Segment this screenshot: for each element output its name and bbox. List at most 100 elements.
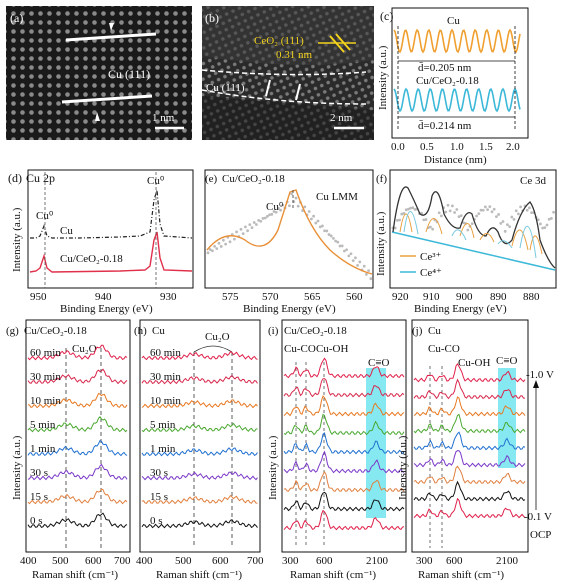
scatter-point (244, 225, 247, 229)
i-tick-0: 300 (282, 555, 299, 567)
scatter-point (466, 228, 470, 232)
scatter-point (307, 210, 311, 213)
time-label: 15 s (150, 491, 168, 503)
scatter-point (550, 216, 553, 220)
raman-trace (141, 447, 258, 457)
scatter-point (272, 210, 276, 213)
scatter-point (310, 217, 313, 221)
scatter-point (413, 208, 417, 211)
d-tick-2: 930 (160, 291, 177, 303)
scatter-point (506, 223, 509, 227)
panel-c-bottom-label: Cu/CeO₂-0.18 (416, 75, 479, 87)
scatter-point (409, 206, 412, 210)
plot-frame-h (139, 319, 261, 553)
raman-trace (141, 422, 258, 433)
scatter-point (345, 248, 348, 252)
scatter-point (459, 214, 463, 218)
panel-e-xlabel: Binding Energy (eV) (243, 303, 336, 315)
scatter-point (248, 223, 252, 227)
scatter-point (543, 226, 547, 230)
j-v-mid: -0.1 V (524, 511, 552, 523)
panel-a-label: Cu (111) (108, 67, 150, 81)
panel-h-xlabel: Raman shift (cm⁻¹) (156, 569, 242, 581)
scatter-point (206, 251, 210, 255)
c-tick-0: 0.0 (391, 141, 405, 153)
scatter-point (503, 229, 507, 233)
scatter-point (274, 210, 278, 214)
spectrum-cu-2p (30, 189, 193, 239)
scatter-point (501, 220, 505, 223)
scatter-point (349, 252, 353, 256)
panel-f-xlabel: Binding Energy (eV) (414, 303, 507, 315)
g-tick-2: 600 (85, 555, 102, 567)
scatter-point (358, 260, 362, 264)
scatter-point (211, 249, 214, 253)
raman-trace (141, 399, 258, 409)
d-cu0-right: Cu⁰ (147, 175, 165, 187)
scatter-point (497, 213, 500, 216)
j-cuco: Cu-CO (428, 343, 460, 355)
panel-d-xlabel: Binding Energy (eV) (60, 303, 153, 315)
raman-trace (283, 491, 405, 512)
c-tick-2: 1.0 (450, 141, 464, 153)
panel-j-ylabel: Intensity (a.u.) (397, 435, 409, 500)
time-label: 60 min (30, 347, 61, 359)
scalebar-b-label: 2 nm (330, 112, 353, 124)
panel-i: (i) Cu/CeO₂-0.18 Intensity (a.u.) Cu-CO … (267, 319, 407, 581)
raman-trace (413, 396, 526, 417)
raman-trace (27, 463, 128, 481)
raman-trace (283, 432, 405, 455)
raman-trace (141, 471, 258, 481)
f-tick-2: 900 (456, 291, 473, 303)
g-tick-3: 700 (114, 555, 131, 567)
time-label: 15 s (30, 491, 48, 503)
j-v-top: -1.0 V (526, 369, 554, 381)
scatter-point (268, 213, 271, 217)
scatter-point (323, 229, 326, 233)
panel-j-title: Cu (428, 325, 441, 337)
scatter-point (429, 225, 432, 229)
scatter-point (270, 212, 274, 216)
time-label: 30 min (30, 371, 61, 383)
scatter-point (208, 248, 212, 251)
scatter-point (316, 219, 320, 223)
scatter-point (266, 214, 269, 218)
scatter-point (239, 227, 243, 231)
panel-c: (c) Intensity (a.u.) Cu d̄=0.205 nm Cu/C… (377, 7, 529, 166)
panel-g-title: Cu/CeO₂-0.18 (24, 325, 87, 337)
scatter-point (552, 210, 555, 214)
scatter-point (519, 205, 522, 209)
raman-series-i (283, 357, 405, 531)
scatter-point (362, 264, 366, 268)
scatter-point (354, 256, 357, 260)
scatter-point (215, 247, 219, 251)
plot-frame-f (389, 169, 557, 289)
arrow-down-icon (109, 23, 114, 31)
scatter-point (444, 210, 448, 214)
scatter-point (457, 215, 461, 219)
scatter-point (437, 211, 441, 215)
scatter-point (512, 218, 516, 221)
scatter-point (530, 211, 533, 215)
j-tick-0: 300 (416, 555, 433, 567)
time-label: 0 s (30, 515, 43, 527)
raman-series-h (141, 350, 258, 529)
time-label: 30 min (150, 371, 181, 383)
raman-trace (27, 416, 128, 433)
raman-trace (283, 471, 405, 493)
j-v-bottom: OCP (530, 529, 551, 541)
raman-trace (413, 480, 526, 502)
scatter-point (545, 223, 549, 227)
e-tick-2: 565 (304, 291, 321, 303)
panel-j: (j) Cu Intensity (a.u.) Cu-CO Cu-OH C≡O … (397, 319, 554, 581)
scatter-point (241, 232, 245, 236)
arrow-up-icon (533, 380, 539, 388)
time-label: 1 min (30, 443, 56, 455)
scatter-point (222, 238, 225, 242)
i-cuoh: Cu-OH (316, 343, 348, 355)
profile-cu (393, 28, 521, 54)
scatter-point (422, 218, 426, 222)
scatter-point (536, 218, 540, 222)
f-tick-4: 880 (523, 291, 540, 303)
panel-d-letter: (d) (8, 171, 22, 185)
